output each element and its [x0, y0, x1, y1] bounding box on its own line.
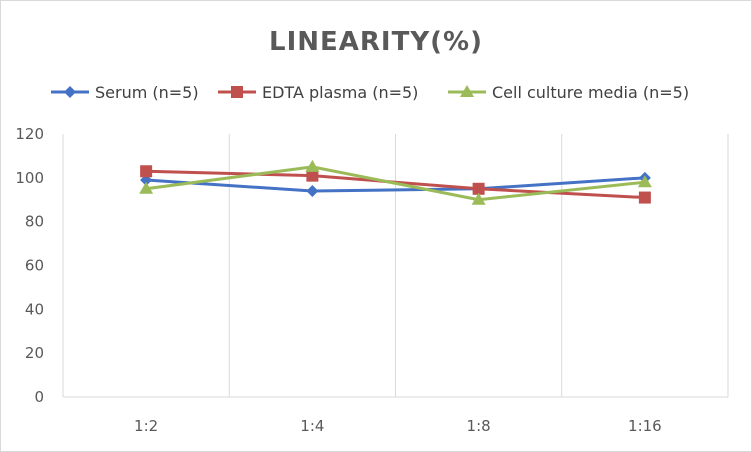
- legend-label: EDTA plasma (n=5): [262, 83, 418, 102]
- data-point: [140, 165, 153, 178]
- series-group: [139, 159, 652, 205]
- data-point: [139, 181, 154, 194]
- y-tick-label: 20: [25, 344, 44, 362]
- y-axis: 0 20 40 60 80 100 120: [15, 125, 44, 406]
- legend-label: Serum (n=5): [95, 83, 199, 102]
- y-tick-label: 120: [15, 125, 44, 143]
- y-tick-label: 60: [25, 257, 44, 275]
- data-point: [638, 191, 651, 204]
- legend-item-1: Serum (n=5): [51, 83, 199, 102]
- legend-marker: [231, 86, 243, 98]
- data-point: [306, 169, 319, 182]
- data-point: [472, 182, 485, 195]
- legend: Serum (n=5) EDTA plasma (n=5) Cell culture…: [51, 83, 689, 102]
- x-tick-label: 1:8: [467, 417, 491, 435]
- legend-marker: [64, 86, 76, 98]
- x-tick-label: 1:4: [300, 417, 324, 435]
- y-tick-label: 80: [25, 213, 44, 231]
- data-point: [637, 175, 652, 188]
- chart-title: LINEARITY(%): [269, 27, 483, 57]
- series-line: [145, 165, 646, 202]
- legend-item-2: EDTA plasma (n=5): [218, 83, 418, 102]
- data-point: [305, 159, 320, 172]
- y-tick-label: 40: [25, 300, 44, 318]
- series-3: [139, 159, 652, 205]
- data-point: [306, 184, 319, 197]
- x-tick-label: 1:2: [134, 417, 158, 435]
- x-tick-label: 1:16: [628, 417, 662, 435]
- grid: [62, 134, 729, 398]
- data-point: [471, 192, 486, 205]
- series-line: [146, 176, 645, 193]
- legend-marker: [460, 85, 474, 97]
- legend-item-3: Cell culture media (n=5): [448, 83, 689, 102]
- y-tick-label: 0: [34, 388, 44, 406]
- x-axis: 1:2 1:4 1:8 1:16: [134, 417, 662, 435]
- y-tick-label: 100: [15, 169, 44, 187]
- legend-label: Cell culture media (n=5): [492, 83, 689, 102]
